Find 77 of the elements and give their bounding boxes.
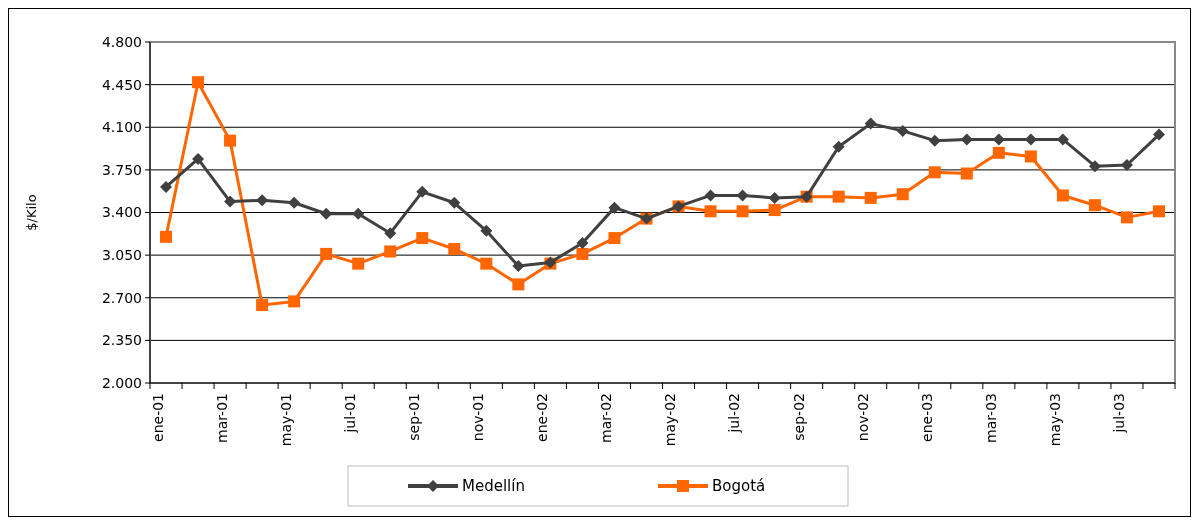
point bbox=[192, 152, 205, 165]
x-tick-label: ene-03 bbox=[918, 393, 935, 442]
y-tick-label: 2.000 bbox=[101, 374, 142, 391]
x-tick-label: nov-01 bbox=[470, 393, 487, 442]
point bbox=[992, 146, 1005, 159]
point bbox=[320, 247, 333, 260]
point bbox=[704, 205, 717, 218]
x-tick-label: sep-01 bbox=[406, 393, 423, 441]
y-tick-label: 4.450 bbox=[101, 76, 142, 93]
x-tick-label: mar-03 bbox=[982, 393, 999, 443]
x-tick-label: sep-02 bbox=[790, 393, 807, 441]
legend-label: Bogotá bbox=[712, 477, 766, 496]
point bbox=[1024, 150, 1037, 163]
point bbox=[448, 243, 461, 256]
x-tick-label: jul-02 bbox=[726, 393, 743, 434]
y-tick-label: 2.350 bbox=[101, 332, 142, 349]
x-tick-label: mar-01 bbox=[213, 393, 230, 443]
point bbox=[384, 245, 397, 258]
point bbox=[608, 232, 621, 245]
x-tick-label: may-02 bbox=[662, 393, 679, 447]
point bbox=[416, 185, 429, 198]
y-tick-label: 2.700 bbox=[101, 289, 142, 306]
point bbox=[1152, 128, 1165, 141]
point bbox=[384, 227, 397, 240]
y-tick-label: 3.400 bbox=[101, 204, 142, 221]
point bbox=[1120, 211, 1133, 224]
point bbox=[896, 124, 909, 137]
point bbox=[576, 236, 589, 249]
point bbox=[256, 299, 269, 312]
x-tick-label: mar-02 bbox=[598, 393, 615, 443]
x-tick-label: may-01 bbox=[278, 393, 295, 447]
point bbox=[928, 134, 941, 147]
point bbox=[288, 295, 301, 308]
point bbox=[512, 260, 525, 273]
point bbox=[864, 117, 877, 130]
point bbox=[480, 257, 493, 270]
y-tick-label: 3.050 bbox=[101, 247, 142, 264]
point bbox=[160, 180, 173, 193]
point bbox=[928, 166, 941, 179]
point bbox=[416, 232, 429, 245]
point bbox=[1152, 205, 1165, 218]
x-tick-label: nov-02 bbox=[854, 393, 871, 442]
point bbox=[224, 195, 237, 208]
point bbox=[736, 205, 749, 218]
y-tick-label: 3.750 bbox=[101, 161, 142, 178]
y-tick-label: 4.800 bbox=[101, 33, 142, 50]
y-tick-label: 4.100 bbox=[101, 119, 142, 136]
point bbox=[768, 191, 781, 204]
x-tick-label: jul-03 bbox=[1110, 393, 1127, 434]
point bbox=[960, 167, 973, 180]
x-tick-label: ene-02 bbox=[534, 393, 551, 442]
point bbox=[832, 190, 845, 203]
point bbox=[352, 207, 365, 220]
point bbox=[352, 257, 365, 270]
point bbox=[1056, 189, 1069, 202]
point bbox=[160, 230, 173, 243]
x-tick-label: ene-01 bbox=[149, 393, 166, 442]
point bbox=[832, 140, 845, 153]
x-tick-label: jul-01 bbox=[342, 393, 359, 434]
point bbox=[480, 224, 493, 237]
point bbox=[288, 196, 301, 209]
legend-label: Medellín bbox=[462, 477, 525, 496]
point bbox=[1088, 160, 1101, 173]
point bbox=[768, 204, 781, 217]
point bbox=[896, 188, 909, 201]
point bbox=[224, 134, 237, 147]
point bbox=[608, 201, 621, 214]
x-tick-label: may-03 bbox=[1046, 393, 1063, 447]
y-axis-title: $/Kilo bbox=[24, 194, 39, 231]
point bbox=[576, 247, 589, 260]
point bbox=[448, 196, 461, 209]
point bbox=[512, 278, 525, 291]
point bbox=[864, 191, 877, 204]
point bbox=[256, 194, 269, 207]
point bbox=[1088, 199, 1101, 212]
point bbox=[960, 133, 973, 146]
point bbox=[192, 76, 205, 89]
